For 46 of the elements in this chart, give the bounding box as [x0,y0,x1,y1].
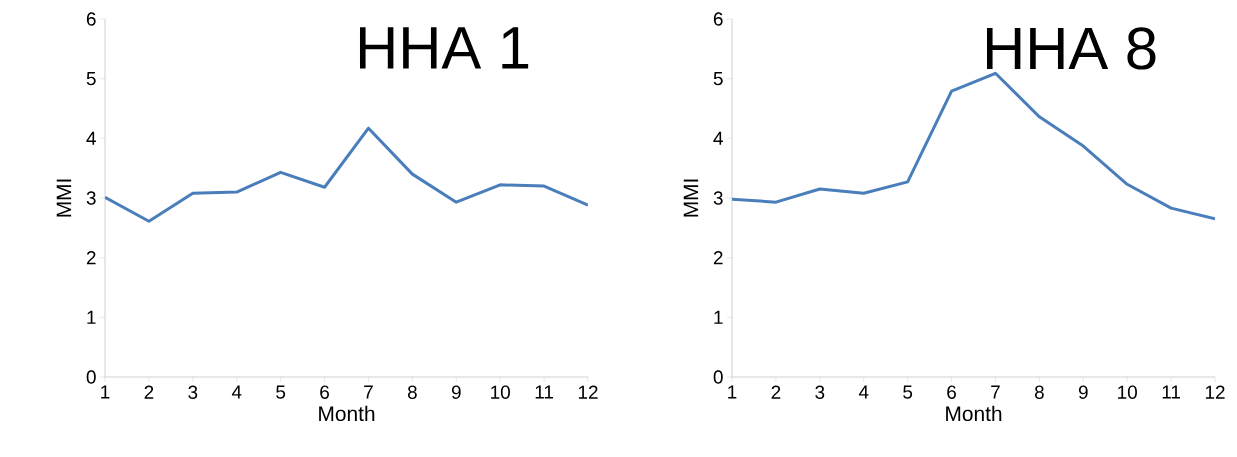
y-tick-label: 1 [87,310,96,324]
x-tick-label: 4 [231,385,242,399]
x-tick-label: 7 [991,385,1000,399]
y-tick-label: 6 [86,12,96,26]
y-tick-label: 2 [86,251,96,265]
y-tick-label: 3 [86,191,96,205]
chart-title: HHA 1 [359,27,529,69]
y-tick-label: 5 [713,72,723,86]
x-tick-label: 7 [364,385,373,399]
line-series [732,71,1216,221]
y-tick-label: 3 [713,191,723,205]
chart-title: HHA 8 [986,27,1156,70]
x-tick-label: 11 [1162,385,1180,399]
x-tick-label: 11 [535,385,553,399]
y-tick-label: 1 [714,310,723,324]
y-axis-title: MMI [56,179,72,217]
x-tick-label: 2 [144,385,154,399]
x-tick-label: 10 [491,385,510,399]
y-tick-label: 4 [86,131,96,145]
x-axis-title: Month [319,405,375,422]
y-tick-label: 6 [713,12,723,26]
x-tick-label: 6 [947,385,956,399]
y-tick-label: 2 [713,251,723,265]
x-tick-label: 4 [858,385,869,399]
x-tick-label: 1 [728,385,737,399]
x-tick-label: 5 [903,385,913,399]
y-tick-label: 5 [86,72,96,86]
x-tick-label: 10 [1118,385,1137,399]
x-tick-label: 12 [578,385,598,399]
x-tick-label: 3 [815,385,825,399]
x-tick-label: 9 [1078,385,1088,399]
x-tick-label: 8 [407,385,417,399]
x-tick-label: 8 [1034,385,1044,399]
x-axis-title: Month [946,405,1002,422]
y-tick-label: 0 [713,370,723,384]
x-tick-label: 5 [276,385,286,399]
line-series [105,126,589,223]
x-tick-label: 12 [1205,385,1225,399]
y-axis-title: MMI [683,179,699,217]
x-tick-label: 2 [771,385,781,399]
y-tick-label: 4 [713,131,723,145]
x-tick-label: 9 [451,385,461,399]
x-tick-label: 6 [320,385,329,399]
x-tick-label: 3 [188,385,198,399]
y-tick-label: 0 [86,370,96,384]
x-tick-label: 1 [101,385,110,399]
